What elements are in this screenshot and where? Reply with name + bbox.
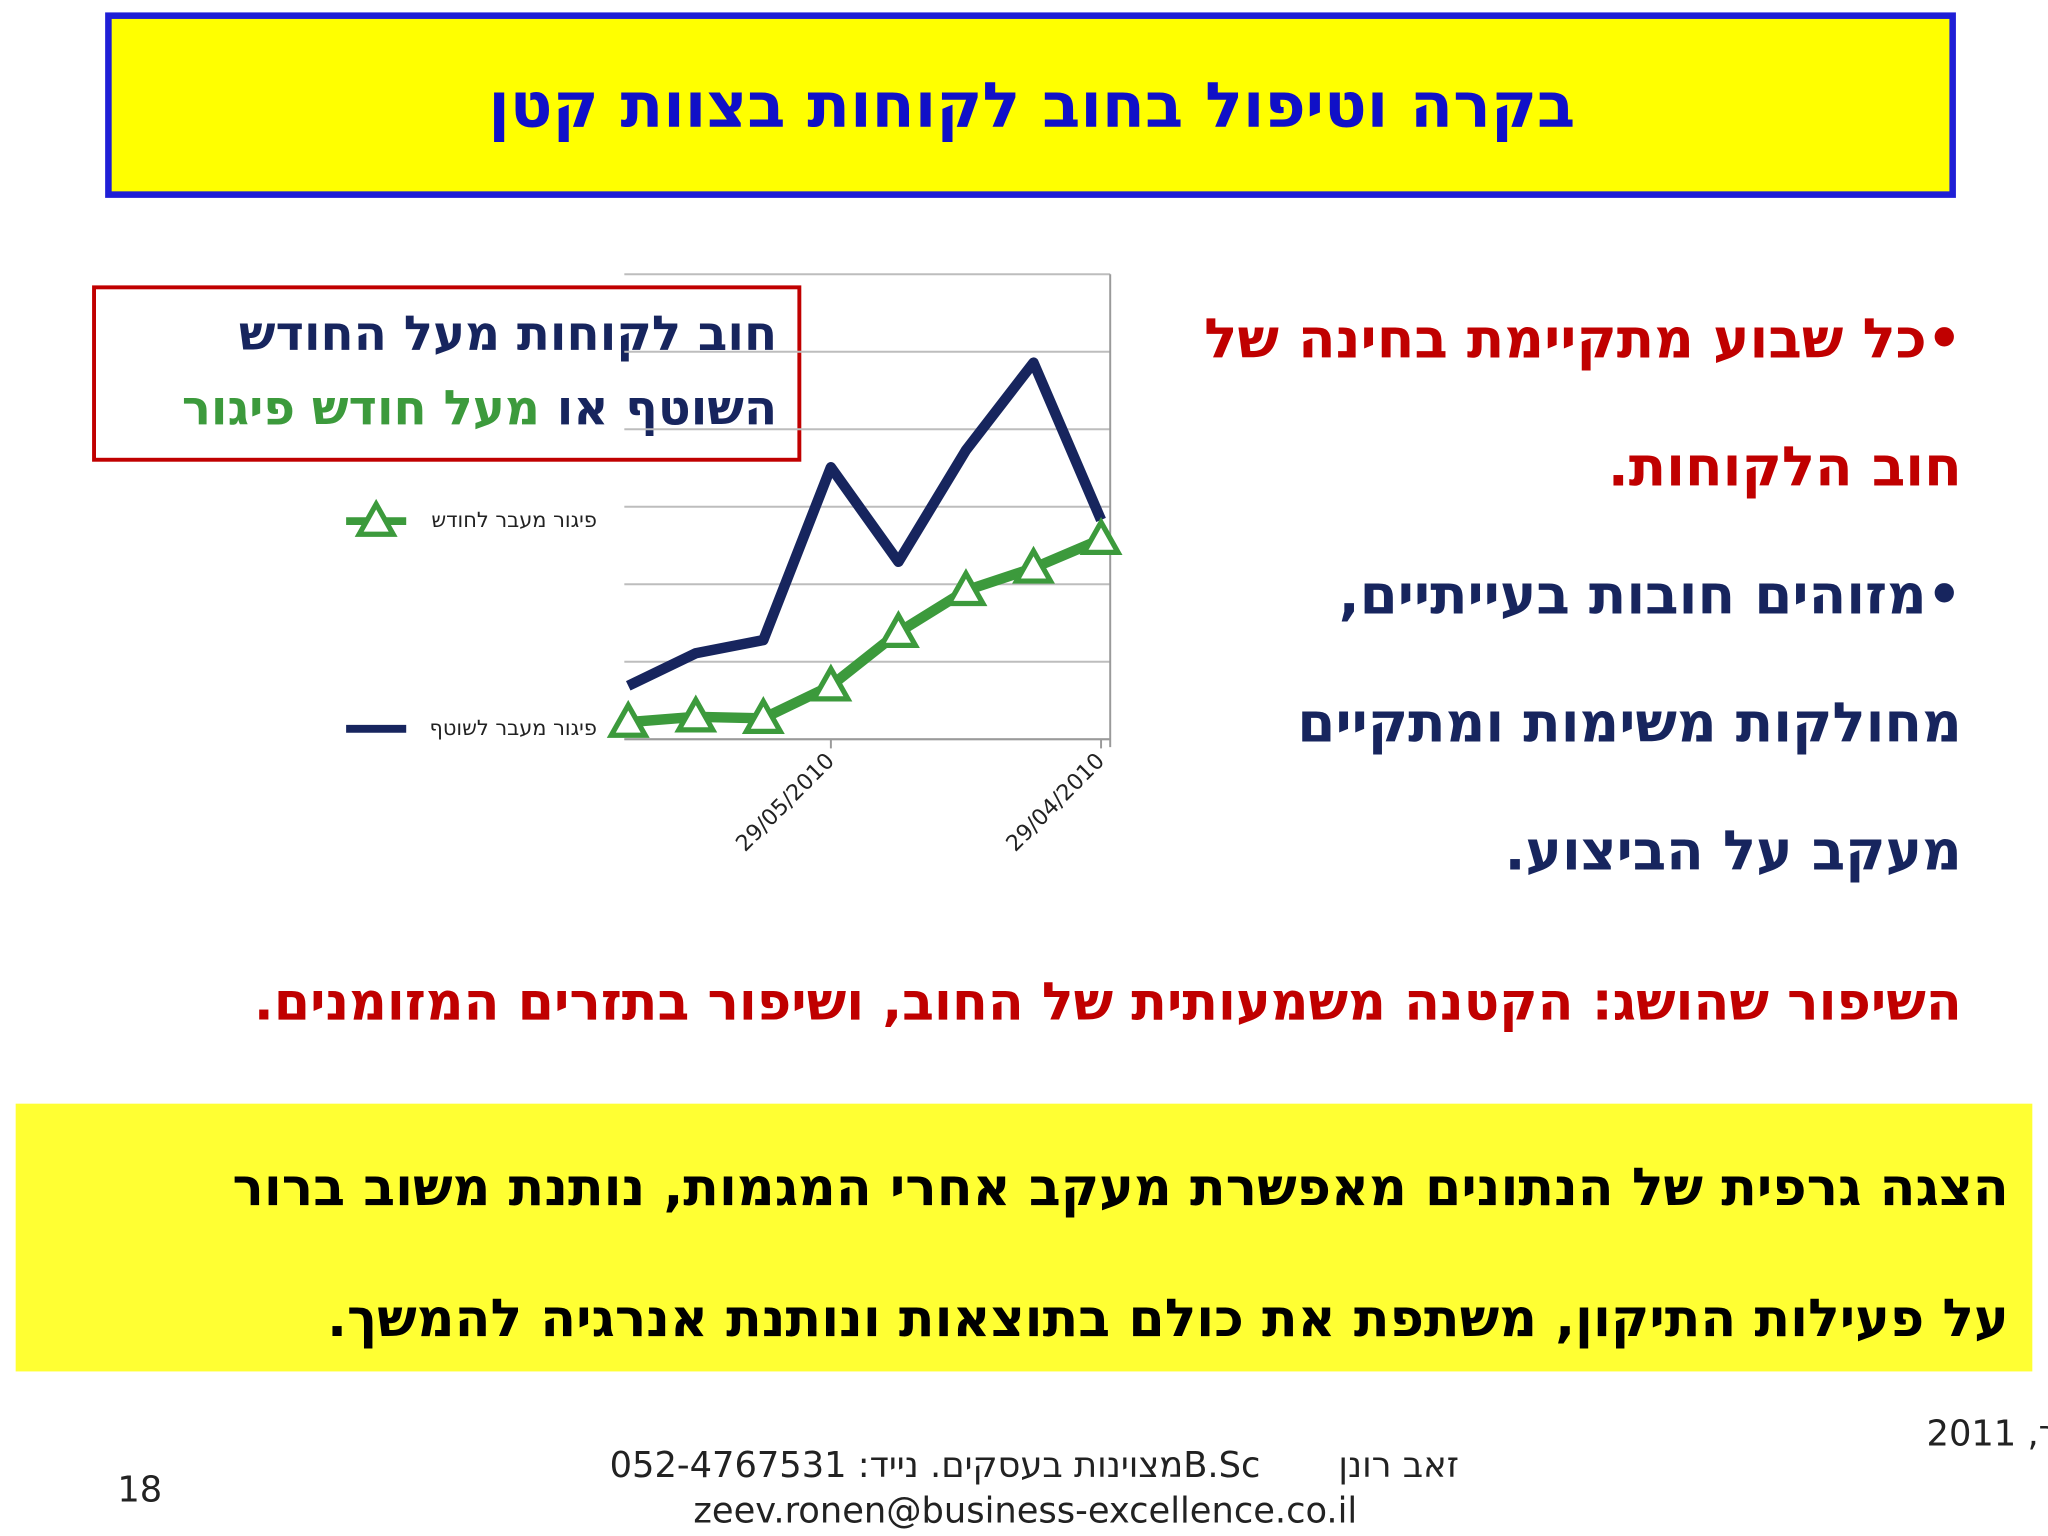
- point-marker: [741, 696, 785, 735]
- summary-line: על פעילות התיקון, משתפת את כולם בתוצאות …: [327, 1289, 2009, 1349]
- author-details: B.Scמצוינות בעסקים. נייד: 052-4767531: [610, 1445, 1261, 1486]
- page-number: 18: [117, 1470, 162, 1511]
- callout-part: השוטף או: [557, 380, 777, 436]
- callout-part: מעל חודש פיגור: [182, 380, 540, 436]
- summary-line: הצגה גרפית של הנתונים מאפשרת מעקב אחרי ה…: [232, 1158, 2008, 1218]
- callout-line: חוב לקוחות מעל החודש: [239, 306, 777, 362]
- title: בקרה וטיפול בחוב לקוחות בצוות קטן: [488, 69, 1575, 142]
- point-marker: [876, 610, 920, 648]
- point-marker: [944, 568, 988, 607]
- point-marker: [809, 663, 853, 702]
- point-marker: [1012, 545, 1055, 584]
- x-tick-label: 29/04/2010: [1001, 748, 1110, 857]
- point-marker: [606, 699, 650, 738]
- date: 15 דצמבר, 2011: [1927, 1413, 2048, 1454]
- legend-label: פיגור מעבר לשוטף: [430, 716, 597, 740]
- bullet-line: •כל שבוע מתקיימת בחינה של: [1204, 306, 1962, 370]
- bullets: •כל שבוע מתקיימת בחינה של חוב הלקוחות. •מז…: [1204, 306, 1962, 882]
- email: zeev.ronen@business-excellence.co.il: [693, 1490, 1357, 1531]
- x-tick-label: 29/05/2010: [731, 748, 840, 857]
- result: השיפור שהושג: הקטנה משמעותית של החוב, וש…: [254, 973, 1962, 1033]
- bullet-line: מחולקות משימות ומתקיים: [1297, 690, 1961, 754]
- series-line: [625, 357, 1106, 691]
- callout-line: השוטף או מעל חודש פיגור: [182, 380, 777, 436]
- callout-box: [92, 285, 802, 462]
- title-box: [105, 12, 1956, 198]
- legend-marker: [354, 498, 398, 537]
- bullet-line: •מזוהים חובות בעייתיים,: [1339, 562, 1962, 626]
- author: זאב רונן: [1338, 1445, 1459, 1486]
- point-marker: [1079, 517, 1123, 555]
- bullet-line: מעקב על הביצוע.: [1505, 818, 1962, 882]
- summary-box: [15, 1103, 2033, 1372]
- bullet-line: חוב הלקוחות.: [1608, 434, 1962, 498]
- legend-label: פיגור מעבר לחודש: [431, 508, 597, 532]
- point-marker: [674, 694, 718, 733]
